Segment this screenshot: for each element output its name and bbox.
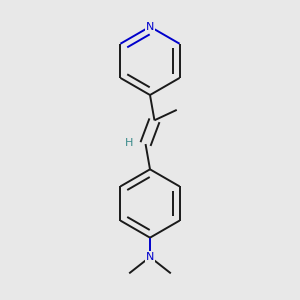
Text: N: N bbox=[146, 252, 154, 262]
Text: N: N bbox=[146, 22, 154, 32]
Text: H: H bbox=[125, 138, 134, 148]
